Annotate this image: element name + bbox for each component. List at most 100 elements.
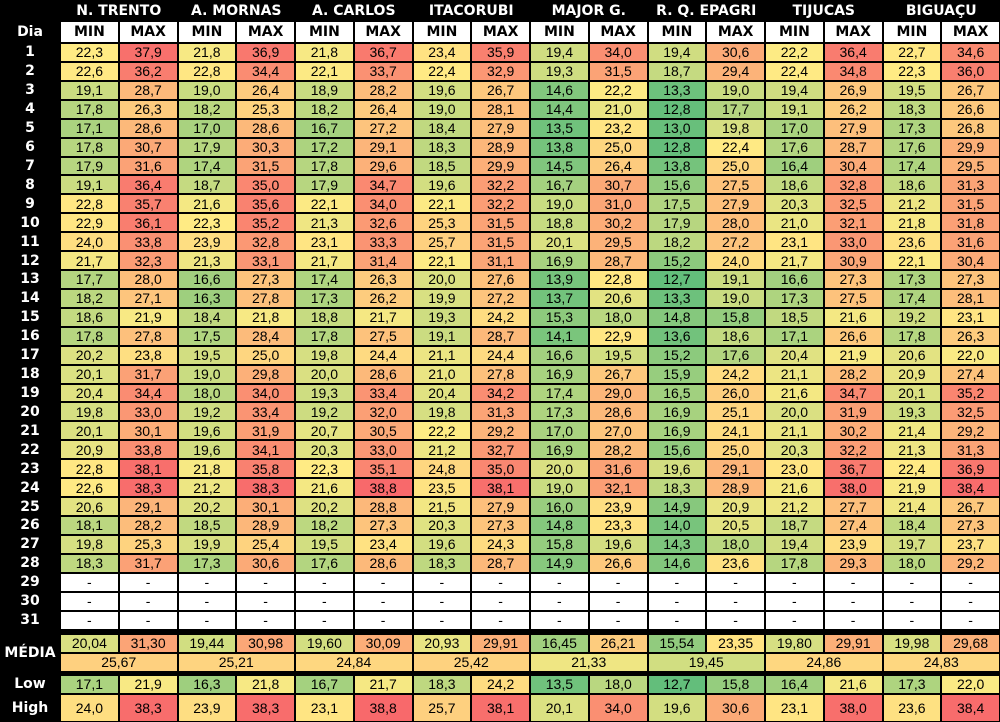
temperature-cell: 27,9 bbox=[471, 118, 530, 138]
low-cell: 16,4 bbox=[765, 674, 824, 694]
temperature-cell: 25,0 bbox=[588, 137, 648, 157]
temperature-cell: 17,9 bbox=[647, 213, 707, 233]
temperature-cell: 22,6 bbox=[60, 478, 119, 498]
temperature-cell: 23,9 bbox=[177, 232, 237, 252]
temperature-cell: 29,5 bbox=[588, 232, 648, 252]
low-label: Low bbox=[0, 674, 60, 694]
temperature-cell: 21,0 bbox=[412, 364, 472, 384]
temperature-cell: 27,2 bbox=[353, 118, 413, 138]
temperature-cell: 19,3 bbox=[295, 383, 354, 403]
temperature-cell: 21,9 bbox=[882, 478, 942, 498]
temperature-cell: 22,1 bbox=[412, 251, 472, 271]
temperature-cell: 19,0 bbox=[706, 80, 765, 100]
temperature-cell: 22,1 bbox=[882, 251, 942, 271]
temperature-cell: 19,3 bbox=[412, 307, 472, 327]
temperature-cell: 19,0 bbox=[412, 99, 472, 119]
temperature-cell: 18,7 bbox=[177, 175, 237, 195]
temperature-cell: 26,7 bbox=[941, 497, 1000, 516]
temperature-cell: 29,2 bbox=[471, 421, 530, 441]
temperature-cell: 29,6 bbox=[353, 156, 413, 176]
temperature-cell: - bbox=[882, 572, 942, 592]
temperature-cell: 32,0 bbox=[353, 402, 413, 422]
temperature-cell: 17,1 bbox=[60, 118, 119, 138]
temperature-cell: 20,2 bbox=[60, 345, 119, 365]
temperature-cell: 21,9 bbox=[823, 345, 883, 365]
temperature-cell: 20,1 bbox=[60, 421, 119, 441]
temperature-cell: 21,6 bbox=[765, 383, 824, 403]
temperature-cell: 19,1 bbox=[765, 99, 824, 119]
temperature-cell: - bbox=[588, 591, 648, 611]
temperature-cell: 28,9 bbox=[706, 478, 765, 498]
temperature-cell: 21,3 bbox=[295, 213, 354, 233]
temperature-cell: 18,0 bbox=[882, 553, 942, 573]
temperature-cell: 12,7 bbox=[647, 270, 707, 289]
temperature-cell: 24,1 bbox=[706, 421, 765, 441]
min-column-header: MIN bbox=[177, 21, 237, 43]
temperature-cell: - bbox=[471, 591, 530, 611]
temperature-cell: - bbox=[177, 591, 237, 611]
temperature-cell: 29,2 bbox=[941, 553, 1000, 573]
temperature-cell: 17,6 bbox=[295, 553, 354, 573]
low-cell: 21,6 bbox=[823, 674, 883, 694]
temperature-cell: 32,9 bbox=[471, 61, 530, 81]
min-column-header: MIN bbox=[765, 21, 824, 43]
day-label: 30 bbox=[0, 591, 60, 611]
temperature-cell: 28,2 bbox=[588, 440, 648, 460]
max-column-header: MAX bbox=[823, 21, 883, 43]
day-label: 4 bbox=[0, 99, 60, 119]
temperature-cell: - bbox=[236, 591, 295, 611]
day-label: 25 bbox=[0, 497, 60, 516]
media-cell: 19,80 bbox=[765, 633, 824, 653]
temperature-cell: 22,2 bbox=[588, 80, 648, 100]
temperature-cell: 28,6 bbox=[588, 402, 648, 422]
temperature-cell: 17,0 bbox=[530, 421, 589, 441]
temperature-cell: 25,7 bbox=[412, 232, 472, 252]
temperature-cell: 32,8 bbox=[236, 232, 295, 252]
high-cell: 23,1 bbox=[295, 693, 354, 722]
temperature-cell: 33,4 bbox=[353, 383, 413, 403]
temperature-cell: 35,1 bbox=[353, 459, 413, 479]
temperature-cell: 23,9 bbox=[823, 534, 883, 554]
day-label: 26 bbox=[0, 516, 60, 535]
temperature-cell: - bbox=[765, 610, 824, 630]
temperature-cell: 18,3 bbox=[882, 99, 942, 119]
temperature-cell: 27,8 bbox=[236, 288, 295, 308]
temperature-cell: 18,7 bbox=[765, 516, 824, 535]
temperature-cell: 28,1 bbox=[471, 99, 530, 119]
temperature-cell: 38,0 bbox=[823, 478, 883, 498]
min-column-header: MIN bbox=[647, 21, 707, 43]
temperature-cell: 19,0 bbox=[177, 364, 237, 384]
temperature-cell: 15,2 bbox=[647, 345, 707, 365]
temperature-cell: - bbox=[353, 610, 413, 630]
max-column-header: MAX bbox=[588, 21, 648, 43]
temperature-cell: 17,8 bbox=[295, 156, 354, 176]
temperature-cell: 17,6 bbox=[765, 137, 824, 157]
day-label: 3 bbox=[0, 80, 60, 100]
low-cell: 17,3 bbox=[882, 674, 942, 694]
temperature-cell: 31,6 bbox=[588, 459, 648, 479]
temperature-cell: 32,2 bbox=[471, 175, 530, 195]
temperature-cell: 27,0 bbox=[588, 421, 648, 441]
temperature-cell: 14,4 bbox=[530, 99, 589, 119]
temperature-cell: 19,2 bbox=[177, 402, 237, 422]
temperature-cell: 31,4 bbox=[353, 251, 413, 271]
temperature-cell: 18,3 bbox=[60, 553, 119, 573]
temperature-cell: 19,8 bbox=[706, 118, 765, 138]
temperature-cell: 21,8 bbox=[882, 213, 942, 233]
temperature-cell: 18,8 bbox=[295, 307, 354, 327]
min-column-header: MIN bbox=[530, 21, 589, 43]
temperature-cell: 20,3 bbox=[295, 440, 354, 460]
temperature-cell: 28,9 bbox=[471, 137, 530, 157]
temperature-cell: 22,8 bbox=[588, 270, 648, 289]
temperature-cell: 33,1 bbox=[236, 251, 295, 271]
temperature-cell: 29,5 bbox=[941, 156, 1000, 176]
temperature-cell: 21,6 bbox=[295, 478, 354, 498]
temperature-cell: 19,6 bbox=[412, 80, 472, 100]
temperature-cell: 28,0 bbox=[706, 213, 765, 233]
temperature-cell: 27,3 bbox=[236, 270, 295, 289]
temperature-cell: 36,9 bbox=[941, 459, 1000, 479]
temperature-cell: 16,7 bbox=[530, 175, 589, 195]
station-header: BIGUAÇU bbox=[882, 0, 1000, 21]
temperature-cell: 28,0 bbox=[118, 270, 178, 289]
temperature-cell: 16,9 bbox=[647, 421, 707, 441]
